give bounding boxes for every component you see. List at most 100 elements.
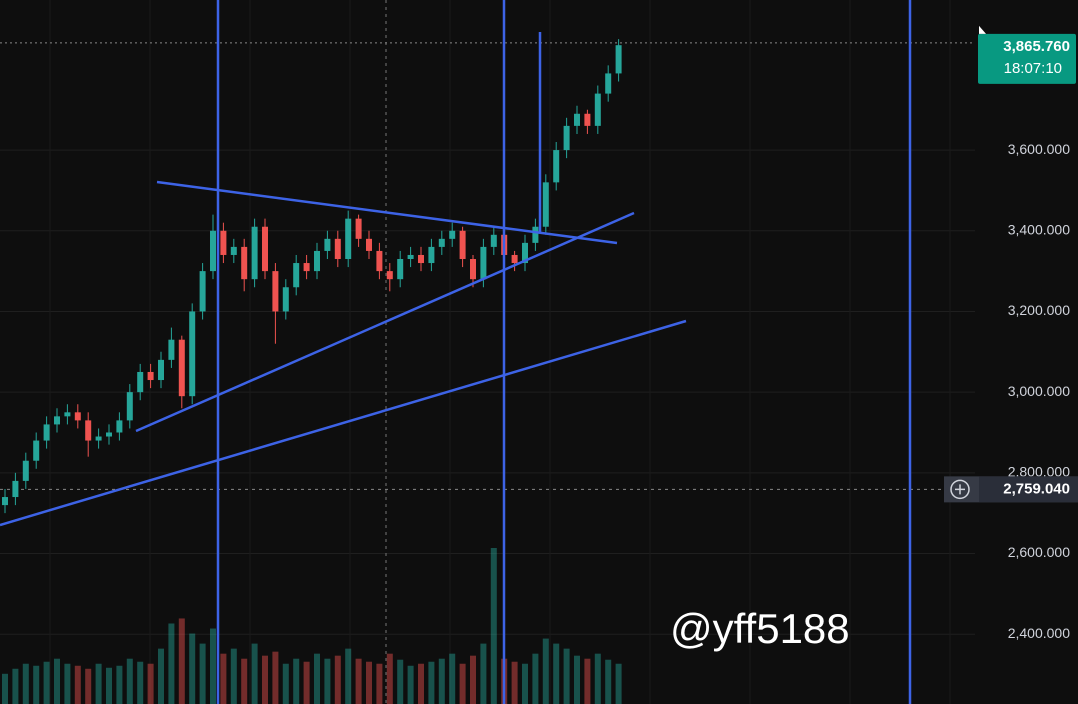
candle-body bbox=[553, 150, 560, 183]
candle-body bbox=[282, 287, 289, 312]
candle-body bbox=[522, 242, 528, 264]
grid bbox=[0, 0, 975, 704]
candle-body bbox=[324, 238, 331, 251]
volume-bar bbox=[2, 673, 8, 704]
candle-body bbox=[459, 230, 466, 260]
volume-bar bbox=[553, 643, 560, 704]
volume-bar bbox=[314, 653, 320, 704]
candle-body bbox=[33, 440, 40, 461]
candle-body bbox=[418, 254, 424, 264]
volume-bar bbox=[158, 648, 164, 704]
volume-bar bbox=[542, 638, 549, 704]
candle-body bbox=[293, 263, 300, 288]
volume-bar bbox=[470, 655, 476, 704]
volume-bar bbox=[438, 658, 445, 704]
volume-bar bbox=[428, 661, 435, 704]
candle-body bbox=[95, 436, 102, 441]
candle-body bbox=[542, 182, 549, 227]
volume-bar bbox=[189, 633, 196, 704]
candle-body bbox=[490, 234, 497, 247]
candle-body bbox=[594, 93, 601, 126]
watermark: @yff5188 bbox=[670, 605, 850, 652]
volume-bar bbox=[397, 659, 404, 704]
volume-bar bbox=[345, 648, 352, 704]
y-tick-label: 3,200.000 bbox=[1008, 302, 1070, 318]
volume-bar bbox=[106, 667, 112, 704]
volume-bar bbox=[376, 663, 383, 704]
badges: 3,865.760 18:07:10 2,759.040 bbox=[944, 25, 1078, 503]
volume-bar bbox=[272, 651, 279, 704]
candles bbox=[2, 39, 622, 514]
last-time-label: 18:07:10 bbox=[1004, 60, 1062, 77]
volume-bar bbox=[64, 663, 71, 704]
y-tick-label: 2,600.000 bbox=[1008, 544, 1070, 560]
candle-body bbox=[189, 311, 196, 397]
volume-bar bbox=[241, 658, 248, 704]
candle-body bbox=[178, 339, 185, 397]
price-flag bbox=[979, 25, 986, 34]
volume-bar bbox=[85, 668, 92, 704]
candle-body bbox=[54, 416, 60, 425]
candle-body bbox=[386, 271, 393, 280]
volume-bar bbox=[210, 628, 216, 704]
candle-body bbox=[355, 218, 362, 239]
drawings bbox=[0, 0, 912, 704]
candle-body bbox=[314, 250, 320, 272]
candle-body bbox=[438, 238, 445, 247]
volume-bar bbox=[33, 665, 40, 704]
candle-body bbox=[397, 259, 404, 280]
candle-body bbox=[74, 412, 81, 421]
candle-body bbox=[137, 371, 144, 393]
candle-body bbox=[251, 226, 258, 280]
volume-bar bbox=[449, 653, 456, 704]
volume-bar bbox=[74, 665, 81, 704]
volume-bar bbox=[386, 653, 393, 704]
volume-bar bbox=[574, 655, 580, 704]
volume-bar bbox=[303, 661, 310, 704]
candle-body bbox=[12, 480, 19, 498]
add-alert-plus bbox=[955, 484, 965, 495]
volume-bar bbox=[282, 663, 289, 704]
candle-body bbox=[574, 113, 580, 126]
candle-body bbox=[511, 254, 518, 264]
candle-body bbox=[376, 250, 383, 272]
volume-bar bbox=[605, 659, 612, 704]
volume-bar bbox=[220, 653, 227, 704]
candle-body bbox=[615, 45, 622, 74]
volume-bar bbox=[54, 658, 60, 704]
volume-bar bbox=[126, 658, 133, 704]
trend-line bbox=[135, 211, 635, 433]
y-tick-label: 2,800.000 bbox=[1008, 464, 1070, 480]
candle-body bbox=[563, 125, 570, 151]
y-tick-label: 3,000.000 bbox=[1008, 383, 1070, 399]
volume-bar bbox=[199, 643, 206, 704]
y-tick-label: 3,600.000 bbox=[1008, 141, 1070, 157]
candle-body bbox=[345, 218, 352, 260]
y-tick-label: 3,400.000 bbox=[1008, 221, 1070, 237]
candle-body bbox=[407, 254, 414, 260]
volume-bar bbox=[251, 643, 258, 704]
volume-bar bbox=[168, 623, 175, 704]
candle-body bbox=[64, 412, 71, 417]
candle-body bbox=[199, 271, 206, 312]
candle-body bbox=[262, 226, 268, 272]
volume-bar bbox=[418, 663, 424, 704]
add-alert-icon bbox=[950, 479, 970, 500]
price-axis: 2,400.000 2,600.000 2,800.000 3,000.000 3,20… bbox=[1008, 141, 1070, 641]
candle-body bbox=[85, 420, 92, 441]
candle-body bbox=[158, 359, 164, 381]
candle-body bbox=[116, 420, 123, 433]
candle-body bbox=[22, 460, 29, 481]
volume-bar bbox=[615, 663, 622, 704]
candle-body bbox=[230, 246, 237, 255]
candle-body bbox=[241, 246, 248, 280]
volume-bar bbox=[522, 663, 528, 704]
candle-body bbox=[43, 424, 50, 441]
volume-bar bbox=[407, 665, 414, 704]
crosshair-price-box bbox=[979, 476, 1078, 503]
volume-bar bbox=[532, 653, 539, 704]
candle-body bbox=[470, 259, 476, 280]
candle-body bbox=[2, 497, 8, 506]
